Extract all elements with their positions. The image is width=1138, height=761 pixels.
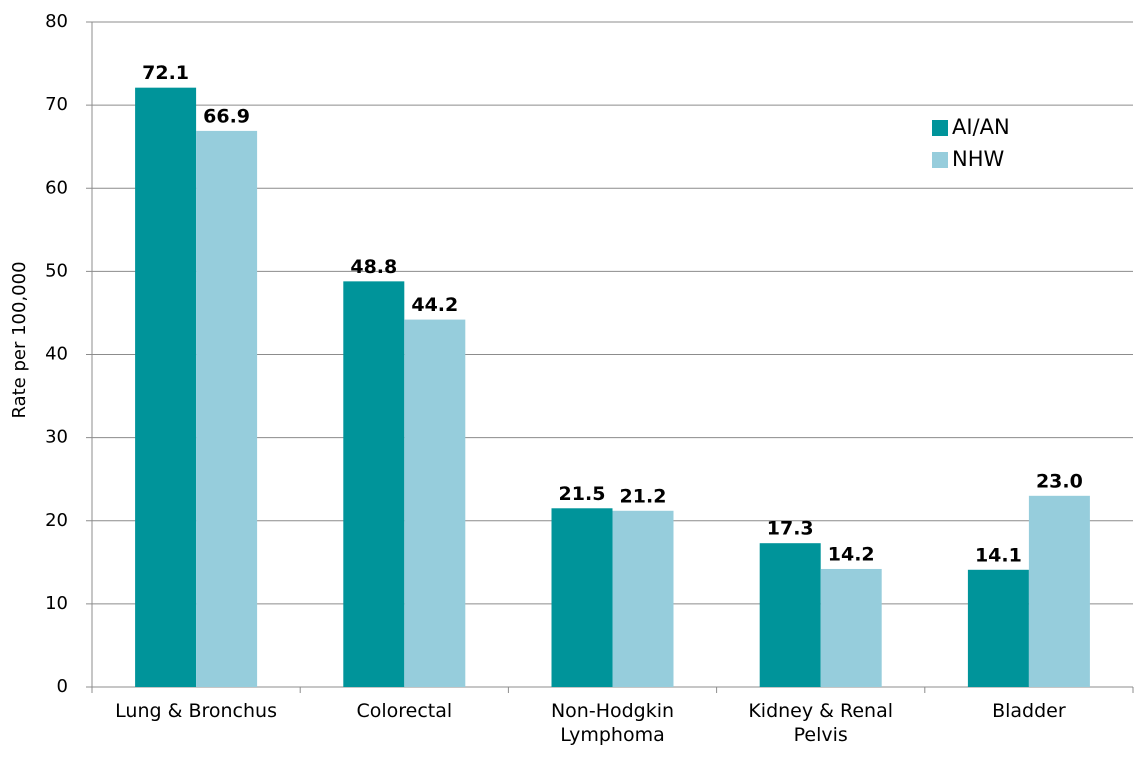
y-tick-label: 80: [45, 11, 68, 32]
data-label: 21.2: [620, 485, 667, 507]
legend-label: AI/AN: [952, 115, 1010, 139]
bar: [612, 510, 674, 687]
bar: [343, 281, 405, 687]
y-tick-label: 0: [57, 676, 68, 697]
data-label: 14.1: [975, 544, 1022, 566]
y-tick-label: 40: [45, 344, 68, 365]
bar: [404, 319, 466, 687]
legend-label: NHW: [952, 147, 1005, 171]
bar: [1028, 495, 1090, 687]
data-label: 48.8: [350, 256, 397, 278]
x-tick-label: Lung & Bronchus: [115, 700, 277, 722]
data-label: 17.3: [767, 518, 814, 540]
x-tick-label: Bladder: [992, 700, 1066, 722]
y-tick-label: 60: [45, 177, 68, 198]
x-tick-label: Non-Hodgkin Lymphoma: [550, 700, 675, 746]
bar: [759, 543, 821, 687]
bar: [135, 87, 197, 687]
data-label: 72.1: [142, 62, 189, 84]
data-label: 14.2: [828, 543, 875, 565]
bar: [196, 130, 258, 688]
data-label: 44.2: [411, 294, 458, 316]
x-tick-label: Kidney & Renal Pelvis: [748, 700, 894, 746]
y-tick-label: 30: [45, 427, 68, 448]
legend-swatch: [932, 120, 948, 136]
bar: [551, 508, 613, 687]
bar: [820, 568, 882, 687]
y-tick-label: 50: [45, 260, 68, 281]
y-tick-label: 20: [45, 510, 68, 531]
bar: [967, 569, 1029, 687]
data-label: 66.9: [203, 105, 250, 127]
y-axis-title: Rate per 100,000: [9, 261, 30, 418]
y-tick-label: 70: [45, 94, 68, 115]
legend-swatch: [932, 152, 948, 168]
data-label: 23.0: [1036, 470, 1083, 492]
data-label: 21.5: [559, 483, 606, 505]
x-tick-label: Colorectal: [356, 700, 453, 722]
y-tick-label: 10: [45, 593, 68, 614]
